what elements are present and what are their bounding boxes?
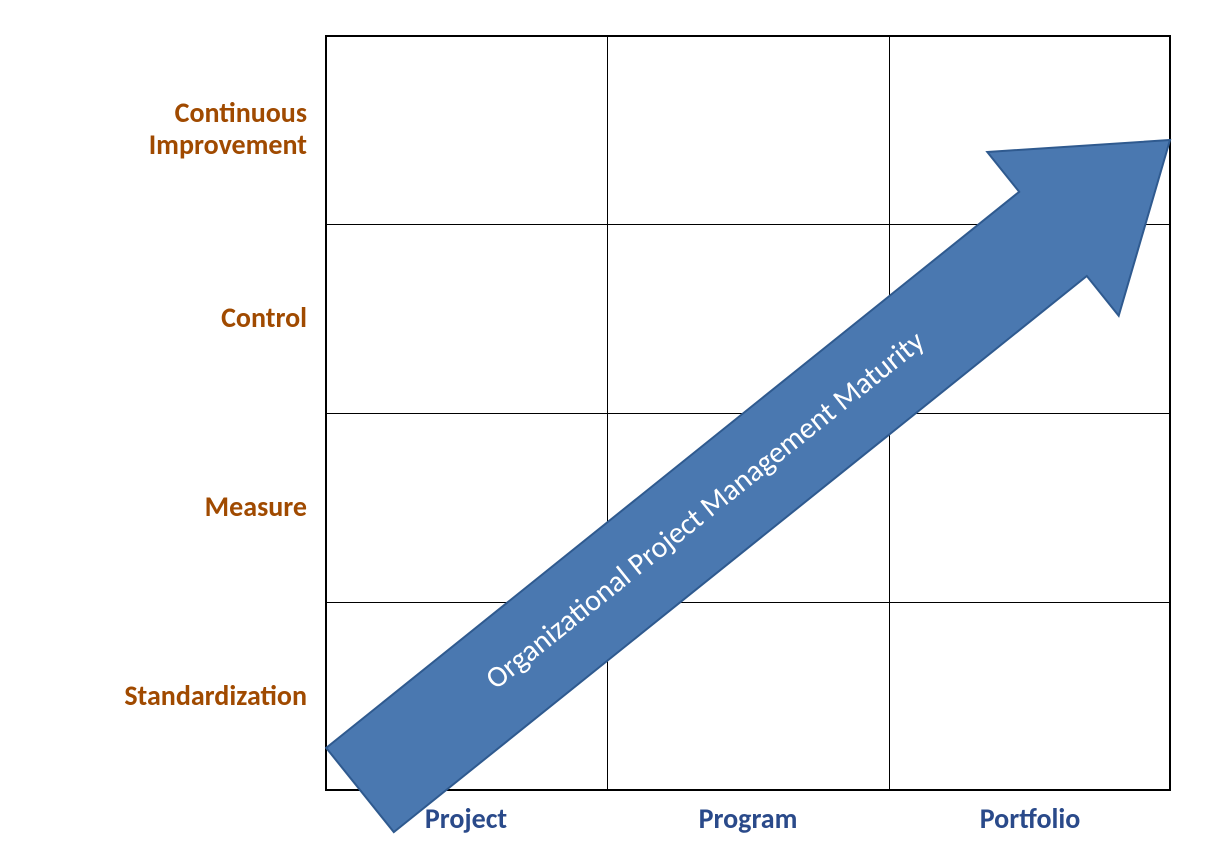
diagram-canvas: ContinuousImprovementControlMeasureStand… [0,0,1207,861]
arrow-label: Organizational Project Management Maturi… [478,323,932,698]
maturity-arrow: Organizational Project Management Maturi… [0,0,1207,861]
